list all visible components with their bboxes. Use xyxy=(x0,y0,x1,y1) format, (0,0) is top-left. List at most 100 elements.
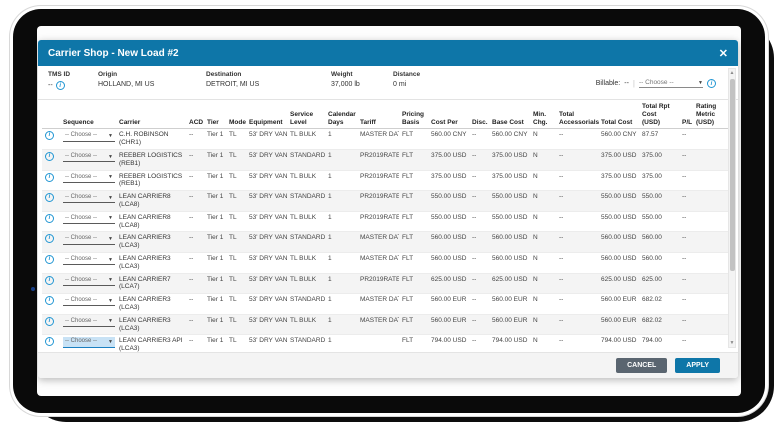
cell-min_chg: N xyxy=(533,296,538,304)
cell-min_chg: N xyxy=(533,151,538,159)
column-header-calendar_days: Calendar Days xyxy=(325,100,357,130)
info-field-origin: Origin HOLLAND, MI US xyxy=(98,71,206,90)
info-field-value: 37,000 lb xyxy=(331,81,393,88)
cell-pl: -- xyxy=(682,275,687,283)
column-header-info xyxy=(42,100,60,130)
cell-pl: -- xyxy=(682,151,687,159)
cell-cost_per: 794.00 USD xyxy=(431,337,467,345)
row-info-icon[interactable]: i xyxy=(45,275,54,285)
cell-mode: TL xyxy=(229,275,237,283)
carrier-name: REEBER LOGISTICS xyxy=(119,151,183,159)
info-field-value-text: -- xyxy=(48,82,53,89)
apply-button[interactable]: APPLY xyxy=(675,358,720,373)
cell-info: i xyxy=(42,211,60,232)
cell-disc: -- xyxy=(472,151,477,159)
row-info-icon[interactable]: i xyxy=(45,316,54,326)
cell-sequence: -- Choose -- ▼ xyxy=(60,252,116,273)
row-info-icon[interactable]: i xyxy=(45,172,54,182)
cell-total_cost: 375.00 USD xyxy=(601,151,637,159)
sequence-dropdown-placeholder: -- Choose -- xyxy=(65,235,98,242)
cell-cost_per: 560.00 EUR xyxy=(431,296,467,304)
cell-info: i xyxy=(42,191,60,212)
cell-info: i xyxy=(42,129,60,150)
table-row: i-- Choose --▼LEAN CARRIER7(LCA7)--Tier … xyxy=(42,273,729,294)
table-body: i -- Choose -- ▼ C.H. ROBINSON (CHR1) -- Tier … xyxy=(42,129,729,377)
cell-acd: -- xyxy=(189,193,194,201)
sequence-dropdown[interactable]: -- Choose -- ▼ xyxy=(63,317,115,327)
info-fields: TMS ID -- i Origin HOLLAND, MI US Destination… xyxy=(48,71,473,90)
cell-total_accessorials: -- xyxy=(559,316,564,324)
cell-pricing_basis: FLT xyxy=(402,234,414,242)
row-info-icon[interactable]: i xyxy=(45,213,54,223)
billable-info-icon[interactable]: i xyxy=(707,79,716,88)
cell-disc: -- xyxy=(472,234,477,242)
cell-disc: -- xyxy=(472,296,477,304)
load-info-bar: TMS ID -- i Origin HOLLAND, MI US Destination… xyxy=(38,66,738,100)
tms-id-info-icon[interactable]: i xyxy=(55,81,65,90)
cell-pricing_basis: FLT xyxy=(402,275,414,283)
cell-calendar_days: 1 xyxy=(328,151,332,159)
cell-acd: -- xyxy=(189,254,194,262)
carrier-name: LEAN CARRIER3 xyxy=(119,316,171,324)
sequence-dropdown-placeholder: -- Choose -- xyxy=(65,152,98,159)
cell-pricing_basis: FLT xyxy=(402,337,414,345)
carrier-name: LEAN CARRIER3 API xyxy=(119,337,183,345)
sequence-dropdown[interactable]: -- Choose -- ▼ xyxy=(63,296,115,307)
billable-value: -- xyxy=(624,80,629,87)
column-header-tier: Tier xyxy=(204,100,226,130)
cell-equipment: 53' DRY VAN xyxy=(249,172,287,180)
cell-carrier: LEAN CARRIER3 (LCA3) xyxy=(116,314,186,335)
cancel-button[interactable]: CANCEL xyxy=(616,358,668,373)
cell-total_cost: 560.00 CNY xyxy=(601,131,637,139)
cell-tier: Tier 1 xyxy=(207,172,224,180)
row-info-icon[interactable]: i xyxy=(45,337,54,347)
sequence-dropdown[interactable]: -- Choose -- ▼ xyxy=(63,193,115,204)
row-info-icon[interactable]: i xyxy=(45,193,54,203)
cell-acd: -- xyxy=(189,172,194,180)
cell-acd: -- xyxy=(189,275,194,283)
cell-rating_metric xyxy=(693,129,729,150)
cell-min_chg: N xyxy=(533,337,538,345)
sequence-dropdown[interactable]: -- Choose -- ▼ xyxy=(63,131,115,142)
cell-equipment: 53' DRY VAN xyxy=(249,275,287,283)
row-info-icon[interactable]: i xyxy=(45,255,54,265)
cell-rating_metric xyxy=(693,232,729,253)
modal-titlebar: Carrier Shop - New Load #2 ✕ xyxy=(38,40,738,66)
cell-tariff: PR2019RATES xyxy=(360,213,399,221)
scroll-down-icon[interactable]: ▼ xyxy=(729,340,735,346)
cell-mode: TL xyxy=(229,172,237,180)
cell-min_chg: N xyxy=(533,275,538,283)
cell-tariff: PR2019RATES xyxy=(360,172,399,180)
sequence-dropdown[interactable]: -- Choose -- ▼ xyxy=(63,337,115,348)
sequence-dropdown[interactable]: -- Choose -- ▼ xyxy=(63,276,115,286)
cell-base_cost: 560.00 EUR xyxy=(492,316,528,324)
cell-cost_per: 560.00 USD xyxy=(431,254,467,262)
row-info-icon[interactable]: i xyxy=(45,296,54,306)
column-header-tariff: Tariff xyxy=(357,100,399,130)
cell-mode: TL xyxy=(229,234,237,242)
sequence-dropdown[interactable]: -- Choose -- ▼ xyxy=(63,173,115,183)
vertical-scrollbar[interactable]: ▲ ▼ xyxy=(728,68,736,348)
power-led xyxy=(31,287,35,291)
scrollbar-thumb[interactable] xyxy=(729,79,735,271)
scroll-up-icon[interactable]: ▲ xyxy=(729,70,735,76)
row-info-icon[interactable]: i xyxy=(45,131,54,141)
close-icon[interactable]: ✕ xyxy=(718,47,728,60)
sequence-dropdown[interactable]: -- Choose -- ▼ xyxy=(63,214,115,224)
row-info-icon[interactable]: i xyxy=(45,234,54,244)
chevron-down-icon: ▼ xyxy=(108,277,113,284)
billable-dropdown[interactable]: -- Choose -- ▼ xyxy=(639,79,703,88)
carrier-name: LEAN CARRIER7 xyxy=(119,275,171,283)
sequence-dropdown[interactable]: -- Choose -- ▼ xyxy=(63,152,115,163)
sequence-dropdown[interactable]: -- Choose -- ▼ xyxy=(63,234,115,245)
row-info-icon[interactable]: i xyxy=(45,152,54,162)
cell-min_chg: N xyxy=(533,213,538,221)
cell-total_rpt_cost: 682.02 xyxy=(642,296,662,304)
sequence-dropdown[interactable]: -- Choose -- ▼ xyxy=(63,255,115,266)
cell-total_cost: 625.00 USD xyxy=(601,275,637,283)
table-header-row: Sequence Carrier ACD Tier Mode Equipment Servi… xyxy=(42,100,729,130)
info-field-value-text: 0 mi xyxy=(393,81,407,88)
cell-min_chg: N xyxy=(533,172,538,180)
chevron-down-icon: ▼ xyxy=(108,215,113,222)
sequence-dropdown-placeholder: -- Choose -- xyxy=(65,317,98,324)
